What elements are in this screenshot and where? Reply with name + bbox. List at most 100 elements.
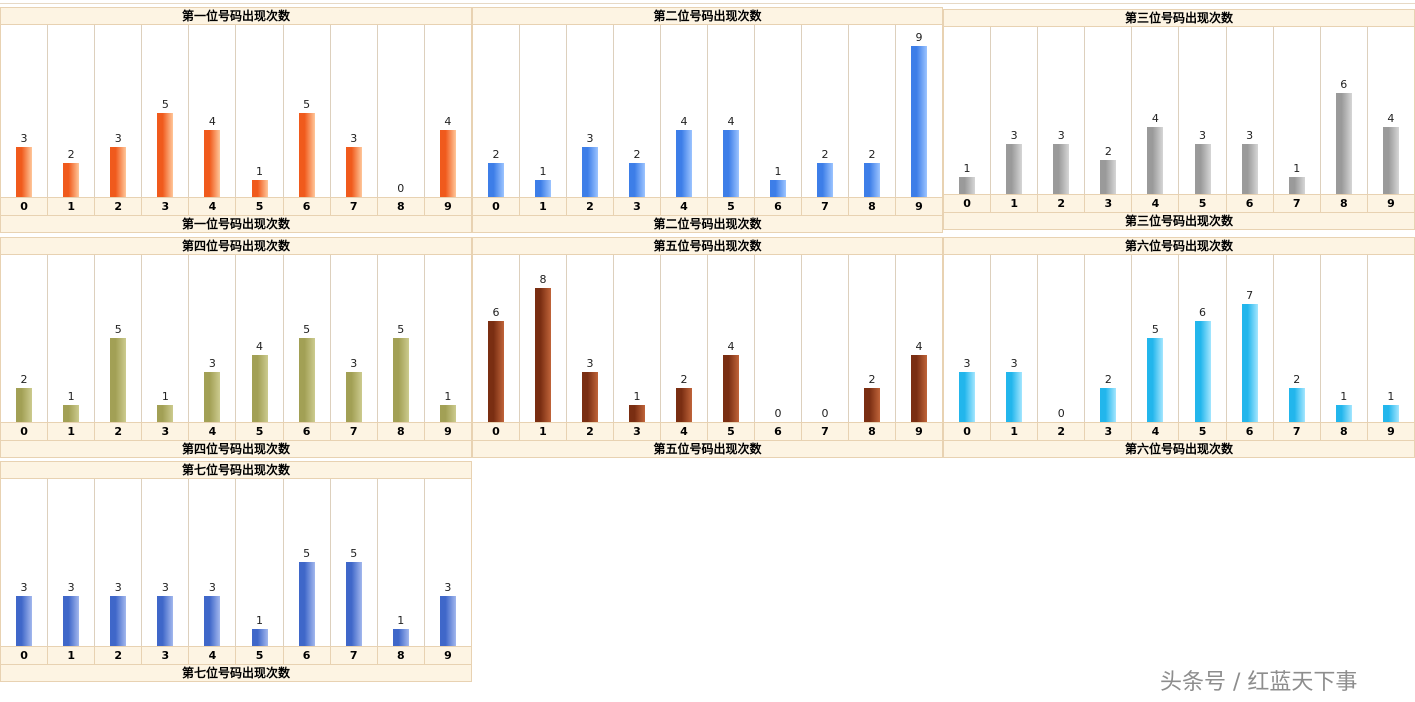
data-label: 3 [208,356,216,370]
x-tick-label: 5 [708,198,755,215]
bar [298,113,315,197]
x-tick-label: 8 [849,198,896,215]
data-label: 5 [397,323,405,336]
data-label: 2 [67,148,75,162]
data-label: 4 [727,339,735,353]
data-label: 8 [539,272,547,286]
plot-area: 3 3 3 3 3 1 5 5 1 3 [1,479,471,646]
x-tick-label: 8 [849,423,896,440]
bar [1194,143,1211,194]
x-tick-label: 7 [802,423,849,440]
bar [298,562,315,646]
data-label: 1 [161,390,169,404]
x-tick-label: 9 [444,200,452,213]
data-label: 4 [208,114,216,128]
data-label: 0 [1057,407,1065,420]
bar-column: 4 [425,25,471,197]
x-tick-label: 9 [444,649,452,662]
bar-column: 1 [1274,27,1321,194]
data-label: 3 [586,131,594,145]
data-label: 4 [915,339,923,353]
bar-column: 5 [331,479,378,646]
plot-area: 3 2 3 5 4 1 5 3 0 4 [1,25,471,197]
bar [770,180,786,197]
chart-title: 第二位号码出现次数 [473,8,942,25]
bar-column: 1 [378,479,425,646]
x-tick-label: 6 [284,198,331,215]
bar-column: 0 [378,25,425,197]
plot-area: 6 8 3 1 2 4 0 0 2 4 [473,255,942,422]
data-label: 3 [1199,128,1207,142]
data-label: 2 [1104,373,1112,387]
bar-column: 1 [48,255,96,422]
data-label: 3 [114,131,122,145]
data-label: 3 [350,131,358,145]
bar [1241,304,1258,422]
bar [1382,126,1399,194]
bar [110,338,127,422]
chart-panel-5: 第五位号码出现次数 6 8 3 1 2 4 0 0 2 4 0 1 2 3 4 5 6 7 8 9 第五位号码出现次数 [472,237,943,458]
bar [345,371,362,422]
chart-panel-2: 第二位号码出现次数 2 1 3 2 4 4 1 2 2 9 0 1 2 3 4 5 6 7 8 9 第二位号码出现次数 [472,7,943,233]
x-tick-label: 3 [142,647,190,664]
bar-column: 3 [991,255,1039,422]
bar [911,45,927,197]
x-tick-label: 2 [95,423,143,440]
data-label: 3 [161,580,169,594]
x-tick-label: 6 [284,423,331,440]
data-label: 1 [774,165,782,179]
bar-column: 3 [142,479,190,646]
x-tick-label: 5 [236,647,284,664]
data-label: 1 [67,390,75,404]
bar [1335,405,1352,422]
bar-column: 1 [520,25,567,197]
bar [392,629,409,646]
bar-column: 2 [802,25,849,197]
x-tick-label: 8 [1321,195,1368,212]
data-label: 2 [633,148,641,162]
chart-title: 第一位号码出现次数 [1,8,471,25]
data-label: 3 [1010,128,1018,142]
x-tick-label: 8 [1321,423,1368,440]
bar [439,129,456,197]
bar-column: 3 [48,479,96,646]
data-label: 3 [586,356,594,370]
bar-column: 2 [1274,255,1321,422]
bar-column: 4 [661,25,708,197]
bar-column: 1 [944,27,992,194]
x-tick-label: 1 [520,198,567,215]
x-tick-label: 9 [915,425,923,438]
bar [157,595,174,646]
x-tick-label: 8 [378,423,425,440]
x-tick-label: 6 [1227,423,1274,440]
data-label: 3 [114,580,122,594]
x-tick-label: 3 [1085,423,1133,440]
bar [488,321,504,422]
data-label: 6 [1340,78,1348,92]
data-label: 0 [397,182,405,195]
x-tick-label: 3 [614,198,661,215]
bar [676,129,692,197]
bar-column: 1 [1368,255,1414,422]
bar [110,595,127,646]
x-tick-label: 2 [95,198,143,215]
bar-column: 0 [755,255,802,422]
bar [1335,93,1352,194]
bar-column: 5 [378,255,425,422]
bar [392,338,409,422]
x-tick-label: 3 [1085,195,1133,212]
data-label: 3 [1010,356,1018,370]
bar [582,371,598,422]
bar-column: 4 [236,255,284,422]
bar-column: 3 [331,25,378,197]
data-label: 3 [1057,128,1065,142]
bar-column: 5 [284,479,331,646]
bar [911,354,927,422]
bar-column: 0 [1038,255,1086,422]
bar [439,405,456,422]
bar [1006,371,1023,422]
bar-column: 5 [142,25,190,197]
data-label: 1 [256,165,264,179]
bar-column: 1 [236,479,284,646]
